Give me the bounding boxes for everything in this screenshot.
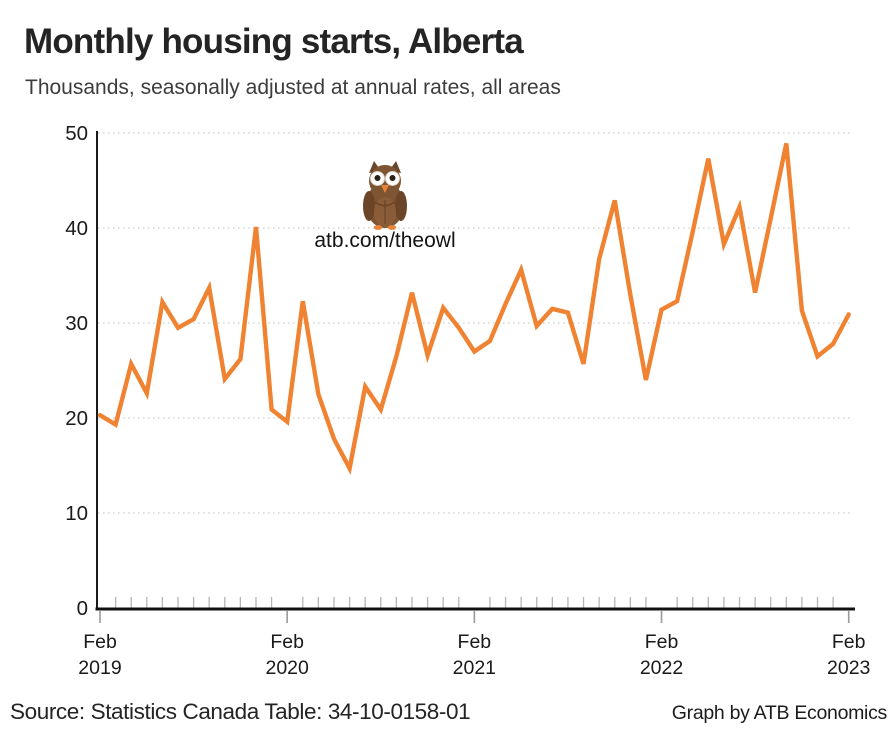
y-tick-label: 30 bbox=[65, 312, 88, 335]
y-tick-label: 10 bbox=[65, 502, 88, 525]
data-line bbox=[97, 142, 851, 475]
y-tick-label: 0 bbox=[77, 597, 88, 620]
x-tick-label: Feb 2022 bbox=[640, 631, 683, 679]
y-tick-label: 20 bbox=[65, 407, 88, 430]
chart-title: Monthly housing starts, Alberta bbox=[24, 22, 524, 61]
x-tick-label: Feb 2021 bbox=[453, 631, 496, 679]
source-note: Source: Statistics Canada Table: 34-10-0… bbox=[10, 699, 471, 724]
owl-icon bbox=[361, 160, 409, 230]
owl-link-label: atb.com/theowl bbox=[314, 229, 456, 252]
x-tick-label: Feb 2023 bbox=[827, 631, 870, 679]
x-tick-label: Feb 2020 bbox=[265, 631, 309, 679]
credit-note: Graph by ATB Economics bbox=[671, 702, 888, 724]
chart-subtitle: Thousands, seasonally adjusted at annual… bbox=[25, 76, 561, 99]
y-tick-label: 40 bbox=[65, 217, 88, 240]
y-tick-label: 50 bbox=[65, 122, 88, 145]
x-tick-label: Feb 2019 bbox=[78, 631, 121, 679]
